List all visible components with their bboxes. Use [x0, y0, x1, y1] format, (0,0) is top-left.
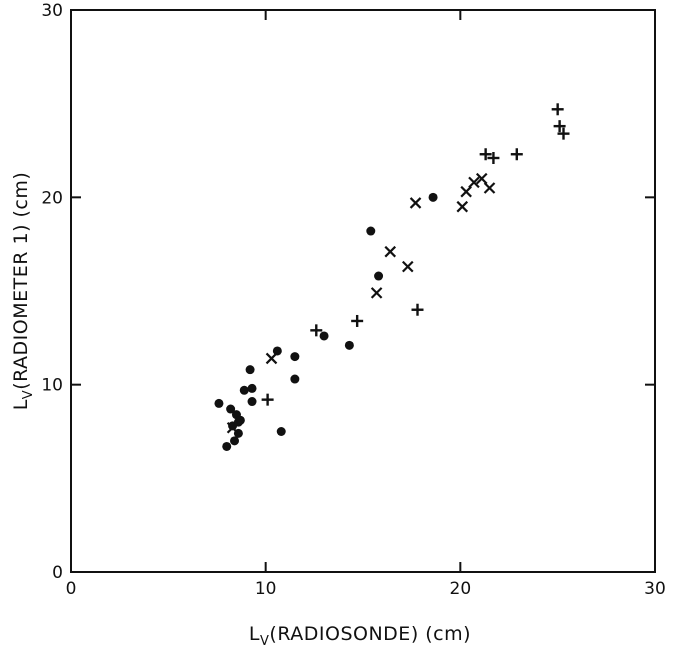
data-point-plus: [261, 393, 274, 406]
x-axis-label: LV(RADIOSONDE) (cm): [249, 623, 471, 649]
data-point-cross: [265, 352, 278, 365]
data-point-dot: [344, 340, 354, 350]
data-point-cross: [456, 200, 469, 213]
x-tick-label: 0: [66, 579, 77, 599]
data-point-dot: [247, 397, 257, 407]
y-axis-label-subscript: V: [21, 390, 36, 399]
x-tick-label: 20: [450, 579, 472, 599]
y-tick-label: 0: [52, 563, 63, 583]
data-point-plus: [553, 120, 566, 133]
data-point-plus: [487, 151, 500, 164]
data-point-cross: [475, 172, 488, 185]
data-point-plus: [510, 148, 523, 161]
data-point-dot: [247, 383, 257, 393]
axis-ticks: [71, 10, 655, 572]
data-point-dot: [272, 346, 282, 356]
x-axis-label-main: L: [249, 623, 260, 645]
data-point-cross: [384, 245, 397, 258]
y-axis-label: LV(RADIOMETER 1) (cm): [10, 172, 36, 411]
data-point-cross: [409, 197, 422, 209]
y-axis-label-rest: (RADIOMETER 1) (cm): [10, 172, 32, 390]
data-point-dot: [366, 226, 376, 236]
data-point-dot: [276, 427, 286, 436]
data-point-dot: [239, 385, 249, 395]
data-point-dot: [214, 398, 224, 408]
data-point-plus: [411, 303, 424, 316]
y-axis-label-main: L: [10, 399, 32, 410]
data-point-dot: [230, 436, 240, 446]
data-point-cross: [483, 182, 496, 194]
data-point-cross: [226, 421, 239, 434]
y-tick-label: 10: [41, 376, 63, 396]
plot-frame: [70, 9, 656, 573]
data-point-plus: [551, 103, 564, 116]
data-point-cross: [460, 185, 472, 198]
data-points: [214, 103, 570, 451]
y-tick-label: 20: [41, 188, 63, 208]
data-point-dot: [222, 441, 232, 451]
tick-labels: 0 10 20 30 0 10 20 30: [41, 1, 665, 599]
data-point-dot: [245, 365, 255, 375]
data-point-cross: [401, 260, 414, 273]
data-point-dot: [226, 404, 236, 414]
data-point-dot: [374, 271, 384, 281]
x-axis-label-rest: (RADIOSONDE) (cm): [269, 623, 471, 645]
x-tick-label: 10: [255, 579, 277, 599]
data-point-dot: [319, 331, 329, 341]
y-tick-label: 30: [41, 1, 63, 21]
data-point-cross: [370, 287, 383, 299]
data-point-dot: [235, 415, 245, 425]
data-point-plus: [351, 314, 364, 327]
data-point-dot: [290, 374, 300, 384]
x-axis-label-subscript: V: [260, 634, 269, 649]
x-tick-label: 30: [644, 579, 666, 599]
data-point-plus: [557, 127, 570, 140]
data-point-dot: [290, 352, 300, 362]
data-point-cross: [468, 176, 480, 189]
data-point-plus: [310, 324, 323, 337]
data-point-plus: [479, 148, 492, 161]
data-point-dot: [428, 192, 438, 202]
